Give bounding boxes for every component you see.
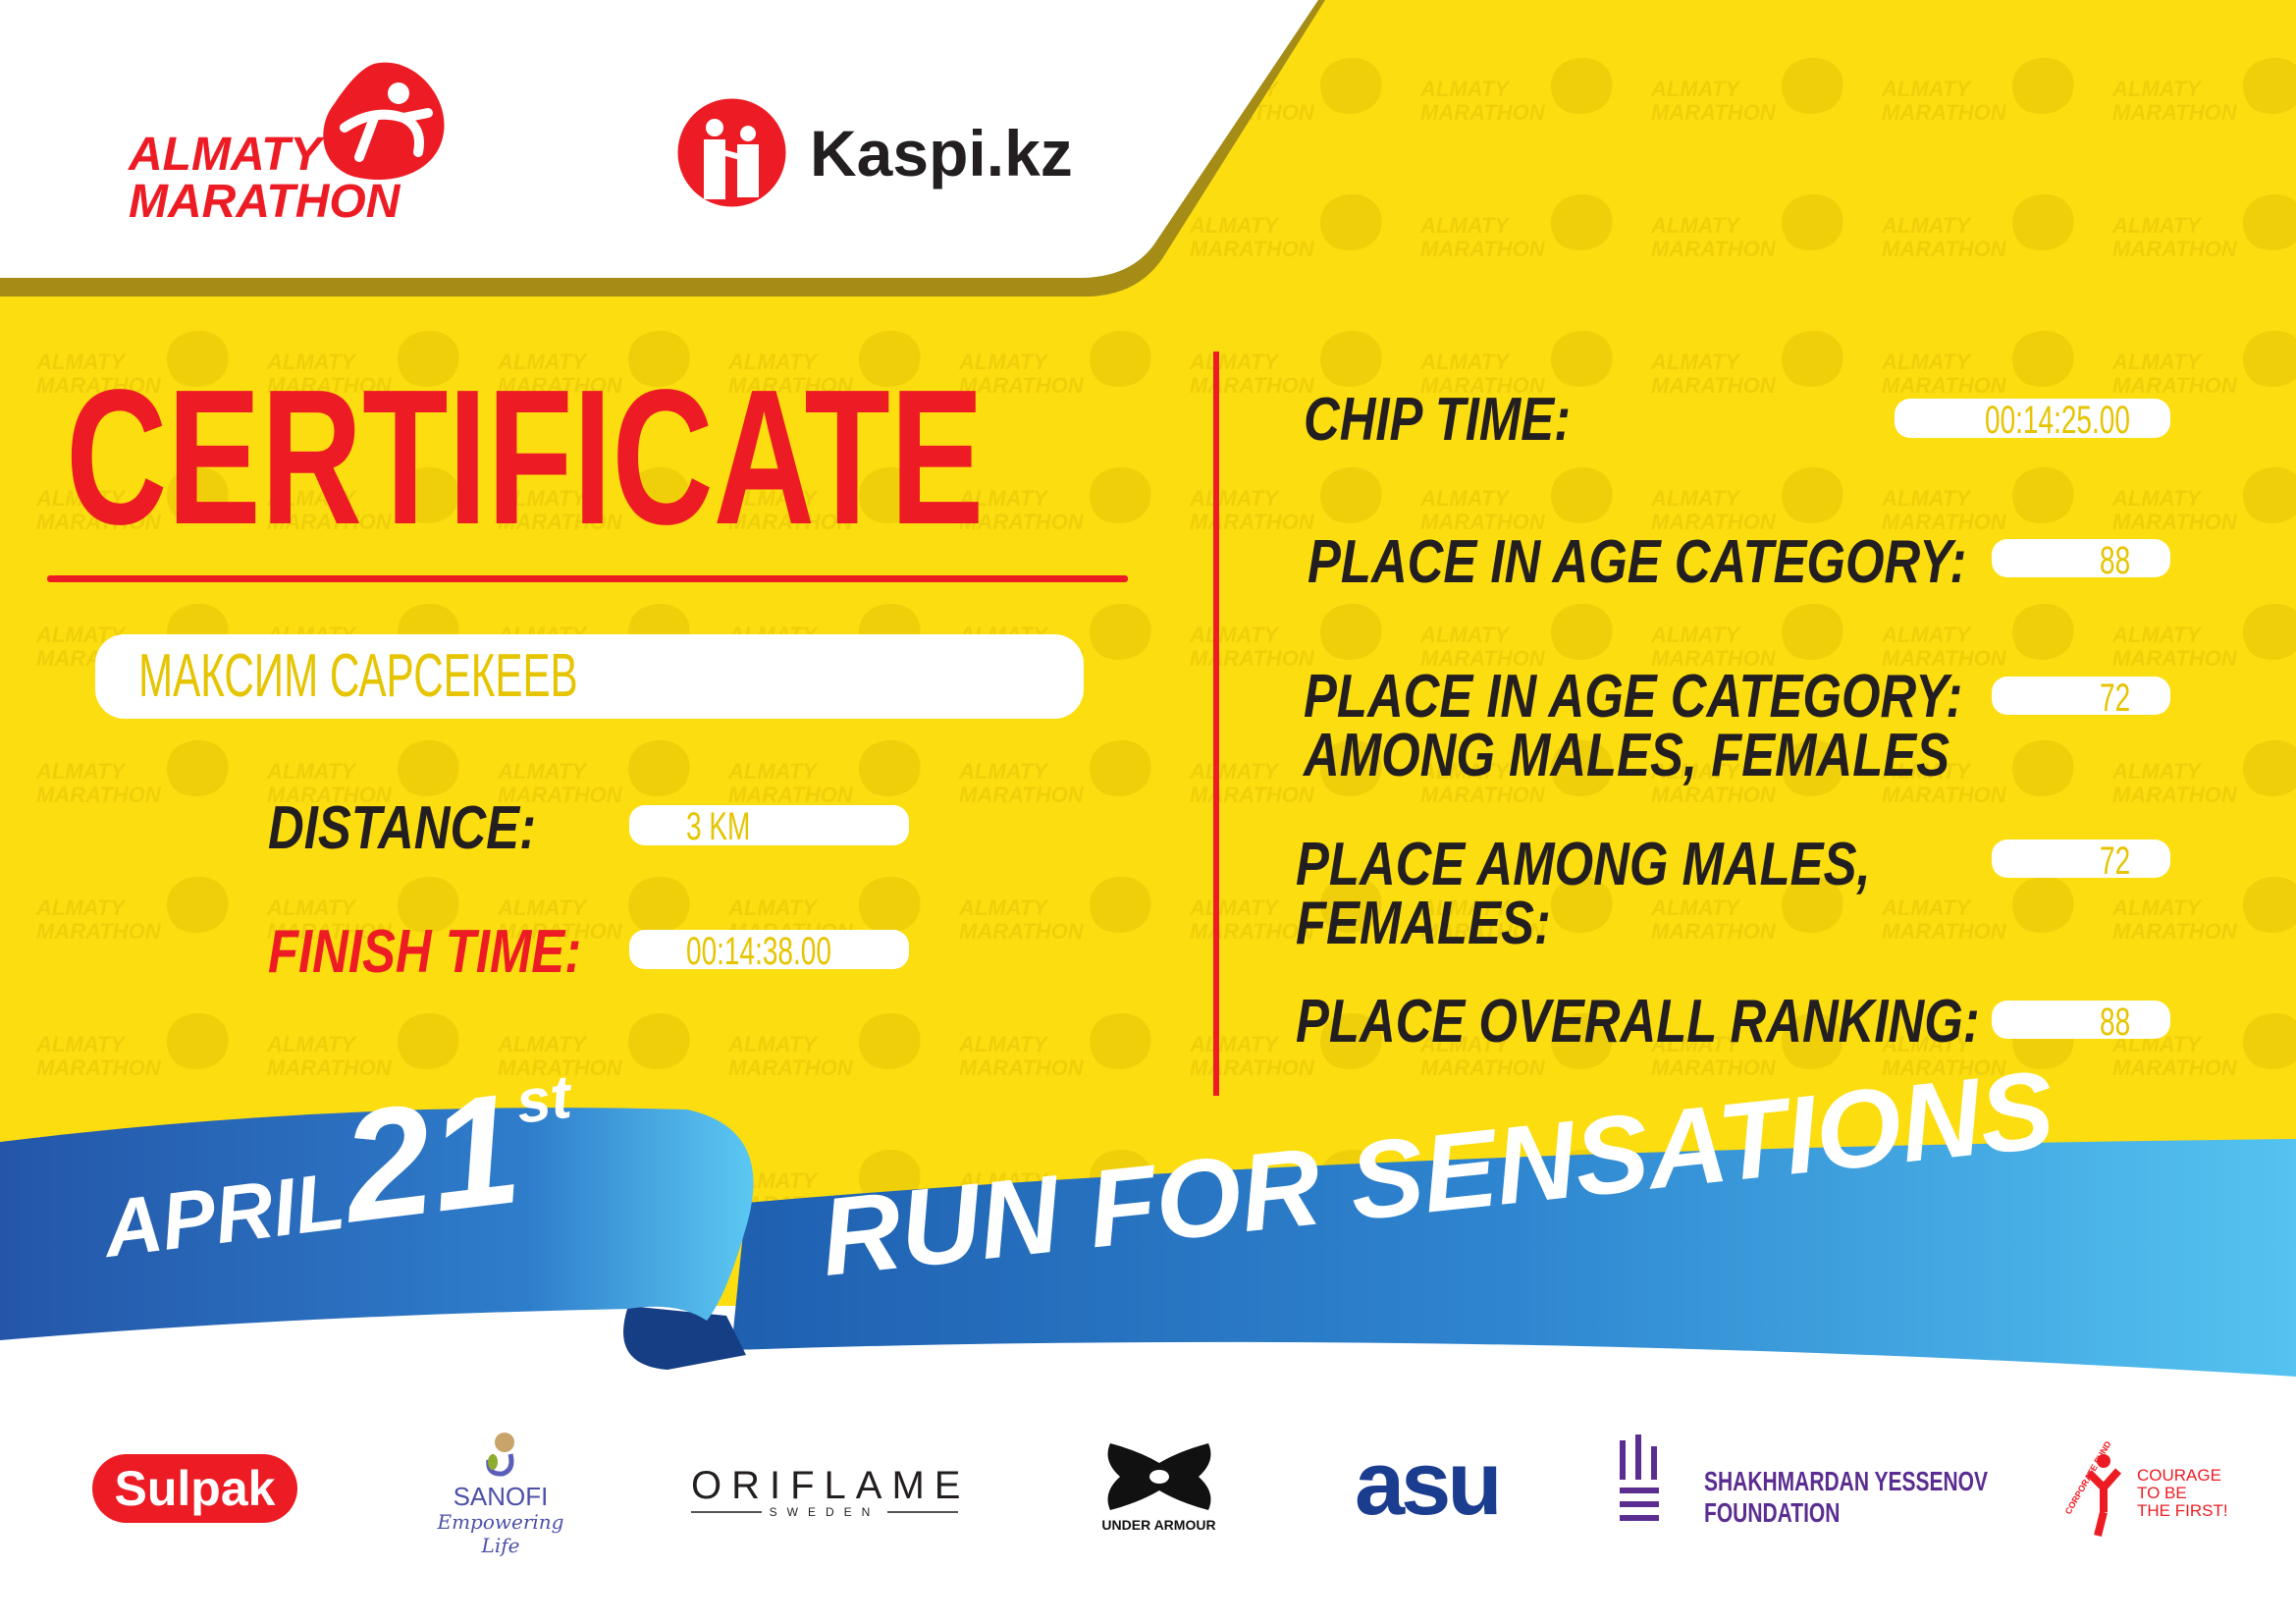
kaspi-wordmark: Kaspi.kz [810,117,1073,189]
date-ribbon [0,1108,754,1340]
participant-name: МАКСИМ САРСЕКЕЕВ [138,642,578,710]
age-category-gender-place-label: PLACE IN AGE CATEGORY: AMONG MALES, FEMA… [1304,663,1963,789]
sponsor-courage-fund: CORPORATE FUND COURAGE TO BE THE FIRST! [2056,1439,2228,1542]
vertical-divider [1213,352,1219,1096]
runner-drop-icon [323,62,445,181]
sanofi-bird-icon [486,1433,514,1477]
courage-runner-icon [2086,1454,2121,1537]
gender-place-value-field: 72 [1992,839,2170,881]
kaspi-people-icon [677,98,786,207]
chip-time-label: CHIP TIME: [1304,386,1572,454]
distance-value-field: 3 KM [629,805,909,846]
date-day: 21 [333,1059,529,1256]
certificate-title: CERTIFICATE [66,350,985,565]
title-underline [47,575,1128,582]
almaty-marathon-logo: ALMATY MARATHON [129,59,462,236]
distance-label: DISTANCE: [268,794,537,862]
sponsor-sanofi: SANOFI Empowering Life [417,1431,584,1557]
logo-line1: ALMATY [129,129,322,181]
under-armour-icon [1107,1443,1210,1510]
date-suffix: st [512,1062,575,1137]
slogan-ribbon [731,1139,2296,1377]
overall-ranking-label: PLACE OVERALL RANKING: [1296,988,1980,1056]
gender-place-label: PLACE AMONG MALES, FEMALES: [1296,831,1871,957]
age-category-place-label: PLACE IN AGE CATEGORY: [1308,528,1967,596]
sponsor-under-armour: UNDER ARMOUR [1078,1441,1240,1533]
finish-time-value-field: 00:14:38.00 [629,930,909,971]
finish-time-label: FINISH TIME: [268,918,582,986]
sponsor-asu: asu [1355,1434,1503,1534]
ribbon-fold [623,1306,746,1370]
sponsor-sulpak: Sulpak [92,1454,297,1523]
yessenov-bars-icon [1620,1435,1659,1521]
chip-time-value-field: 00:14:25.00 [1895,399,2170,440]
overall-ranking-value-field: 88 [1992,1001,2170,1042]
header-panel [0,0,1318,278]
participant-name-field: МАКСИМ САРСЕКЕЕВ [95,634,1084,719]
age-category-gender-place-value-field: 72 [1992,677,2170,718]
sponsor-oriflame: ORIFLAME SWEDEN [691,1464,971,1519]
age-category-place-value-field: 88 [1992,539,2170,580]
logo-line2: MARATHON [129,176,400,228]
sponsor-yessenov-foundation: SHAKHMARDAN YESSENOV FOUNDATION [1618,1435,1988,1528]
